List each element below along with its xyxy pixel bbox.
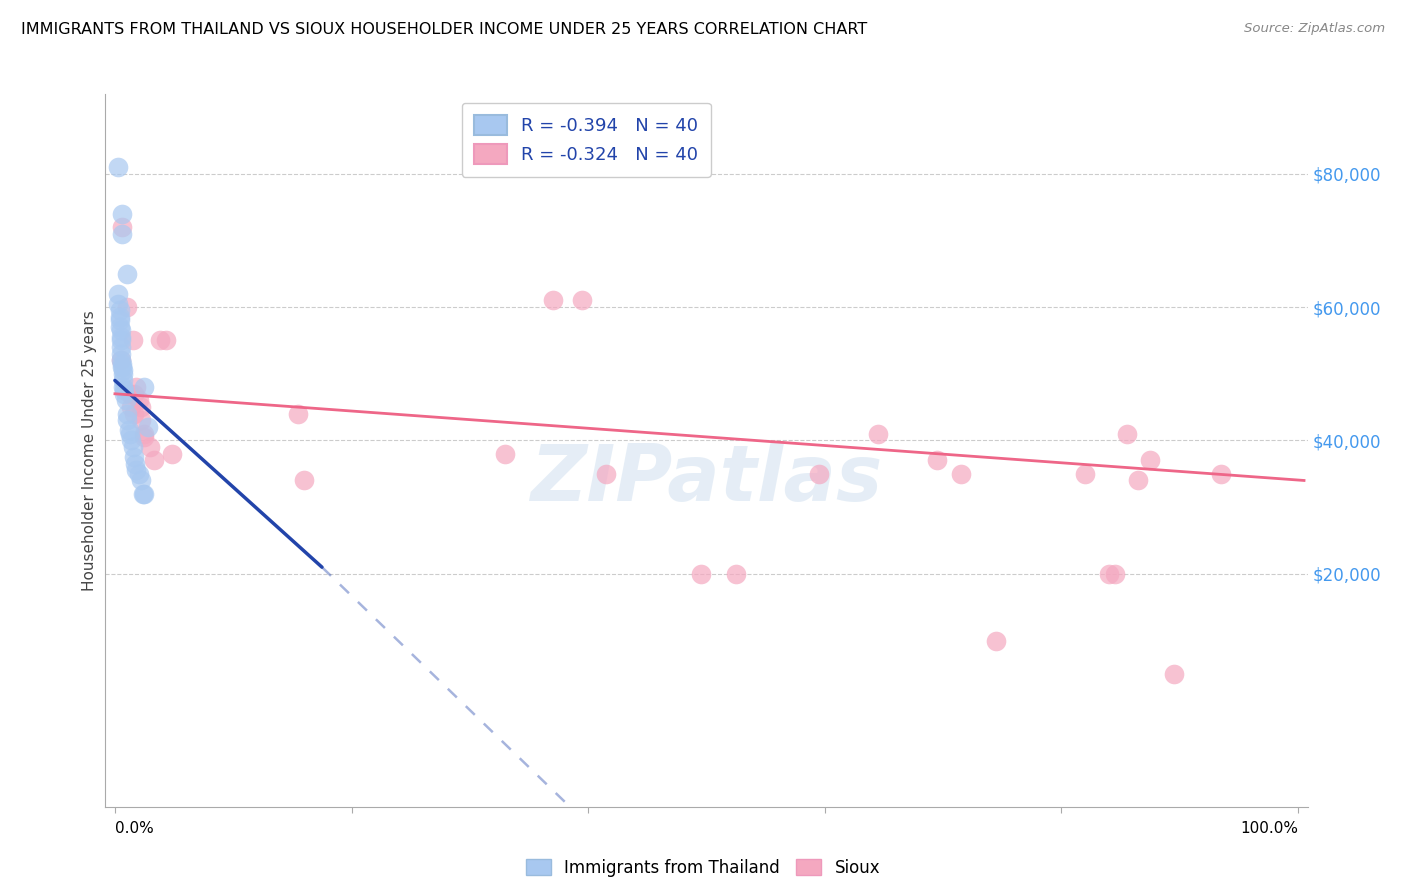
Point (122, 407, 145, 421)
Point (110, 353, 132, 368)
Point (118, 424, 141, 438)
Point (110, 340, 132, 354)
Point (110, 330, 132, 344)
Point (108, 310, 131, 324)
Point (124, 457, 146, 471)
Point (541, 293, 564, 308)
Legend: R = -0.394   N = 40, R = -0.324   N = 40: R = -0.394 N = 40, R = -0.324 N = 40 (461, 103, 711, 177)
Point (112, 384, 135, 398)
Text: 100.0%: 100.0% (1240, 821, 1298, 836)
Point (112, 380, 135, 394)
Point (129, 400, 152, 414)
Point (111, 227, 134, 241)
Point (107, 286, 129, 301)
Point (155, 334, 177, 348)
Point (134, 430, 156, 444)
Point (494, 447, 516, 461)
Point (132, 487, 155, 501)
Point (128, 467, 150, 481)
Point (112, 373, 135, 387)
Text: Source: ZipAtlas.com: Source: ZipAtlas.com (1244, 22, 1385, 36)
Point (1098, 566, 1121, 581)
Point (868, 426, 890, 441)
Point (110, 334, 132, 348)
Point (1211, 467, 1233, 481)
Point (1104, 566, 1126, 581)
Point (121, 440, 143, 454)
Point (108, 313, 131, 327)
Point (949, 467, 972, 481)
Point (108, 320, 131, 334)
Point (122, 450, 145, 464)
Point (112, 363, 135, 377)
Point (114, 393, 136, 408)
Point (110, 347, 132, 361)
Point (111, 220, 134, 235)
Point (129, 474, 152, 488)
Point (125, 463, 148, 477)
Point (120, 426, 142, 441)
Point (292, 474, 315, 488)
Point (111, 207, 134, 221)
Point (927, 453, 949, 467)
Text: IMMIGRANTS FROM THAILAND VS SIOUX HOUSEHOLDER INCOME UNDER 25 YEARS CORRELATION : IMMIGRANTS FROM THAILAND VS SIOUX HOUSEH… (21, 22, 868, 37)
Point (571, 293, 593, 308)
Text: 0.0%: 0.0% (115, 821, 153, 836)
Point (1128, 474, 1150, 488)
Point (108, 303, 131, 318)
Point (149, 334, 172, 348)
Point (120, 386, 142, 401)
Y-axis label: Householder Income Under 25 years: Householder Income Under 25 years (82, 310, 97, 591)
Point (807, 467, 830, 481)
Point (134, 380, 156, 394)
Point (112, 367, 135, 381)
Point (115, 300, 138, 314)
Point (143, 453, 166, 467)
Point (122, 386, 145, 401)
Point (111, 357, 134, 371)
Point (1074, 467, 1097, 481)
Point (128, 393, 150, 408)
Point (986, 633, 1008, 648)
Point (107, 160, 129, 174)
Point (115, 413, 138, 427)
Point (139, 440, 162, 454)
Point (725, 566, 748, 581)
Point (121, 334, 143, 348)
Point (121, 434, 143, 448)
Point (111, 360, 134, 375)
Point (115, 407, 138, 421)
Point (110, 323, 132, 337)
Text: ZIPatlas: ZIPatlas (530, 441, 883, 517)
Legend: Immigrants from Thailand, Sioux: Immigrants from Thailand, Sioux (519, 853, 887, 884)
Point (595, 467, 617, 481)
Point (112, 386, 135, 401)
Point (1139, 453, 1161, 467)
Point (134, 426, 156, 441)
Point (134, 487, 156, 501)
Point (136, 420, 159, 434)
Point (107, 297, 129, 311)
Point (287, 407, 309, 421)
Point (160, 447, 183, 461)
Point (110, 353, 132, 368)
Point (1115, 426, 1137, 441)
Point (121, 400, 143, 414)
Point (115, 267, 138, 281)
Point (129, 413, 152, 427)
Point (1163, 666, 1185, 681)
Point (125, 380, 148, 394)
Point (689, 566, 711, 581)
